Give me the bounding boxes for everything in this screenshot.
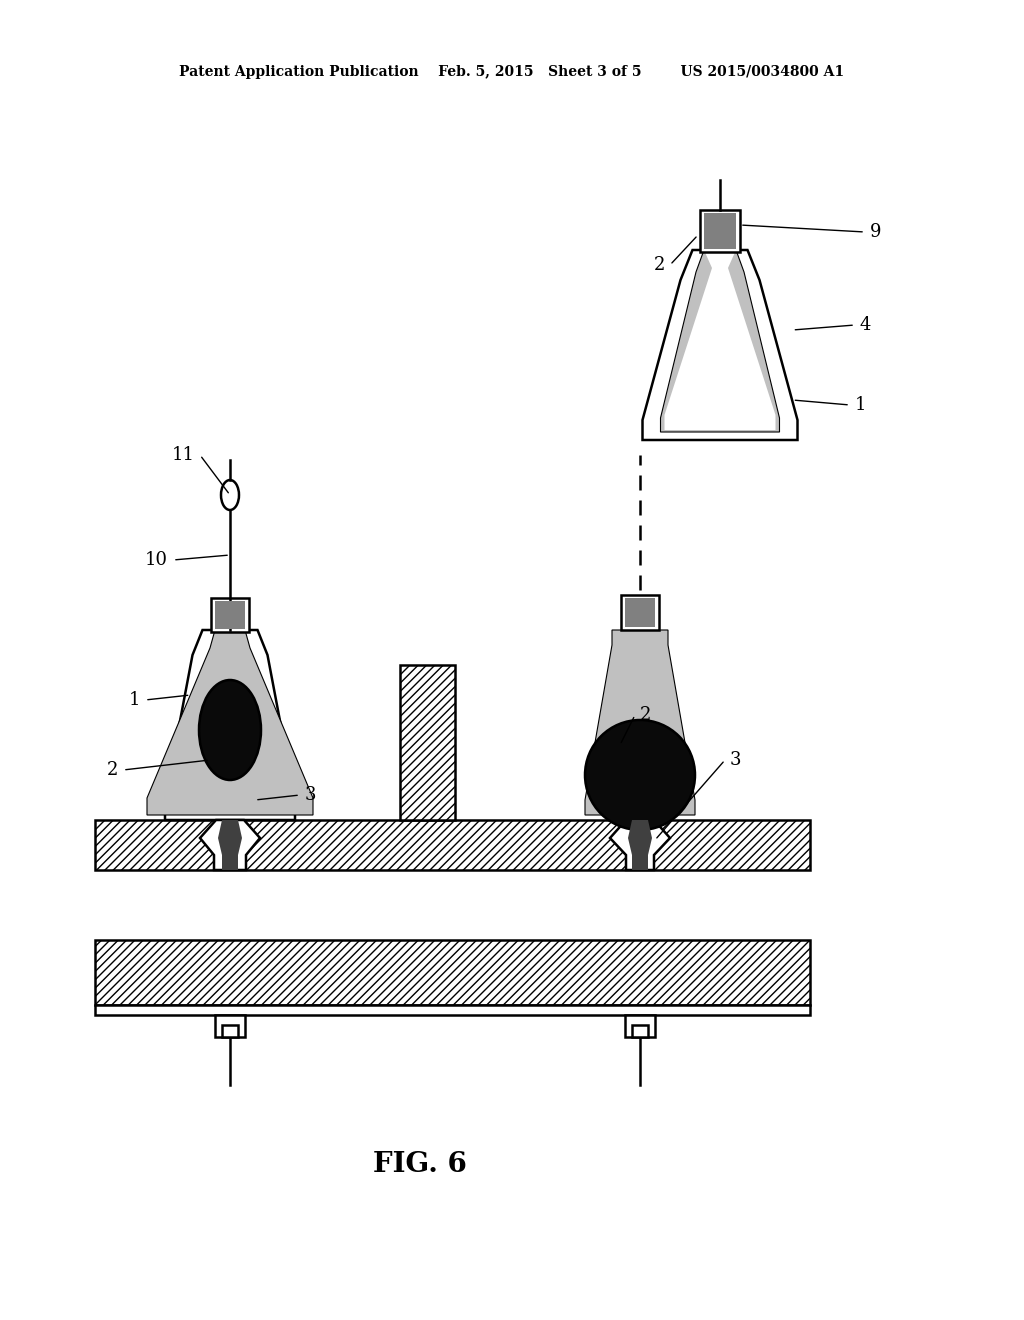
Ellipse shape (585, 719, 695, 830)
Bar (625, 598, 655, 627)
Text: 10: 10 (145, 550, 168, 569)
Polygon shape (642, 249, 798, 440)
Text: 9: 9 (870, 223, 882, 242)
Text: 2: 2 (106, 762, 118, 779)
Text: 11: 11 (172, 446, 195, 465)
Bar (222, 1026, 238, 1038)
Bar (215, 601, 245, 630)
Bar (705, 213, 736, 249)
Polygon shape (200, 820, 260, 870)
Bar (95, 1005, 810, 1015)
Polygon shape (165, 630, 295, 820)
Polygon shape (218, 820, 242, 870)
Ellipse shape (221, 480, 239, 510)
Polygon shape (585, 630, 695, 814)
Ellipse shape (199, 680, 261, 780)
Text: 2: 2 (640, 706, 651, 723)
Polygon shape (147, 630, 313, 814)
Polygon shape (628, 820, 652, 870)
Bar (621, 595, 659, 630)
Text: Patent Application Publication    Feb. 5, 2015   Sheet 3 of 5        US 2015/003: Patent Application Publication Feb. 5, 2… (179, 65, 845, 79)
Bar (95, 940, 810, 1005)
Text: 1: 1 (128, 690, 140, 709)
Text: 2: 2 (653, 256, 665, 275)
Bar (400, 665, 455, 820)
Bar (625, 1015, 655, 1038)
Bar (215, 1015, 245, 1038)
Text: 1: 1 (855, 396, 866, 414)
Polygon shape (660, 249, 779, 432)
Bar (700, 210, 740, 252)
Bar (95, 820, 810, 870)
Text: 4: 4 (860, 315, 871, 334)
Polygon shape (610, 820, 670, 870)
Text: FIG. 6: FIG. 6 (373, 1151, 467, 1179)
Text: 3: 3 (305, 785, 316, 804)
Bar (632, 1026, 648, 1038)
Bar (211, 598, 249, 632)
Polygon shape (665, 249, 775, 430)
Text: 3: 3 (730, 751, 741, 770)
